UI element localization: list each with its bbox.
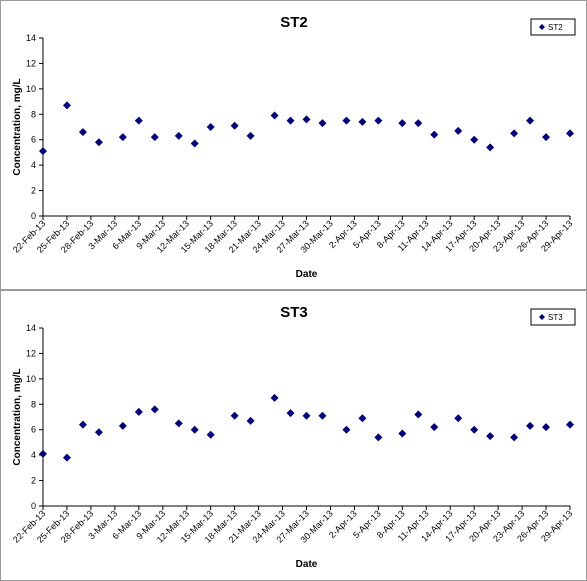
chart-0-y-tick-label: 14 bbox=[26, 33, 36, 43]
chart-1-data-point bbox=[358, 414, 367, 423]
chart-1-data-point bbox=[94, 428, 103, 437]
chart-0-legend-label: ST2 bbox=[548, 23, 563, 32]
chart-1-data-point bbox=[318, 411, 327, 420]
chart-0-data-point bbox=[206, 123, 215, 131]
chart-0-data-point bbox=[414, 119, 423, 128]
chart-1-data-point bbox=[414, 410, 423, 419]
chart-st2: ST20246810121422-Feb-1325-Feb-1328-Feb-1… bbox=[11, 14, 576, 280]
chart-0-data-point bbox=[286, 116, 295, 125]
chart-1-data-point bbox=[270, 393, 279, 402]
chart-0-legend: ST2 bbox=[530, 18, 576, 36]
chart-1-data-point bbox=[470, 425, 479, 434]
chart-0-data-point bbox=[374, 116, 383, 125]
chart-0-y-tick-label: 4 bbox=[31, 160, 36, 170]
chart-0-y-tick-label: 2 bbox=[31, 186, 36, 196]
chart-0-data-point bbox=[118, 133, 127, 142]
chart-0-y-tick-label: 6 bbox=[31, 135, 36, 145]
chart-1-data-point bbox=[134, 407, 143, 416]
chart-1-data-point bbox=[526, 421, 535, 430]
chart-1-data-point bbox=[302, 411, 311, 420]
chart-1-y-tick-label: 14 bbox=[26, 323, 36, 333]
chart-1-data-point bbox=[286, 409, 295, 418]
chart-0-data-point bbox=[470, 135, 479, 144]
chart-0-x-axis-title: Date bbox=[296, 269, 318, 280]
chart-0-data-point bbox=[134, 116, 143, 125]
chart-1-data-point bbox=[542, 423, 551, 432]
chart-1-data-point bbox=[150, 405, 159, 414]
chart-0-data-point bbox=[78, 128, 87, 137]
chart-1-data-point bbox=[190, 425, 199, 434]
chart-0-data-point bbox=[566, 129, 574, 138]
chart-1-data-point bbox=[510, 433, 519, 442]
chart-0-data-point bbox=[430, 130, 439, 139]
chart-0-data-point bbox=[230, 121, 239, 130]
chart-0-data-point bbox=[358, 117, 367, 126]
chart-0-data-point bbox=[174, 131, 183, 140]
chart-0-y-tick-label: 10 bbox=[26, 84, 36, 94]
chart-1-y-tick-label: 12 bbox=[26, 348, 36, 358]
chart-1-data-point bbox=[566, 420, 574, 429]
chart-1-data-point bbox=[230, 411, 239, 420]
chart-1-legend-box bbox=[530, 308, 576, 326]
chart-1-y-tick-label: 6 bbox=[31, 425, 36, 435]
chart-st3: ST30246810121422-Feb-1325-Feb-1328-Feb-1… bbox=[11, 304, 576, 570]
chart-0-y-tick-label: 8 bbox=[31, 109, 36, 119]
chart-0-data-point bbox=[342, 116, 351, 125]
chart-1-data-point bbox=[454, 414, 463, 423]
chart-0-data-point bbox=[39, 147, 47, 156]
chart-0-legend-marker bbox=[539, 24, 545, 30]
chart-1-y-tick-label: 8 bbox=[31, 399, 36, 409]
chart-0-data-point bbox=[62, 101, 71, 110]
chart-1-legend-marker bbox=[539, 314, 545, 320]
chart-1-data-point bbox=[78, 420, 87, 429]
chart-panel-st3: ST3 0 2 4 6 8 10 12 14 22-Feb-13 25-Feb-13 28-Feb-1… bbox=[0, 290, 587, 581]
chart-0-data-point bbox=[270, 111, 279, 120]
chart-0-data-point bbox=[150, 133, 159, 142]
chart-1-data-point bbox=[486, 432, 495, 441]
chart-1-x-axis-title: Date bbox=[296, 559, 318, 570]
chart-0-y-tick-label: 0 bbox=[31, 211, 36, 221]
chart-0-title: ST2 bbox=[280, 14, 308, 31]
chart-0-legend-box bbox=[530, 18, 576, 36]
chart-1-data-point bbox=[246, 416, 255, 425]
chart-1-data-point bbox=[342, 425, 351, 434]
chart-0-y-axis-title: Concentration, mg/L bbox=[12, 78, 23, 175]
chart-0-y-tick-label: 12 bbox=[26, 58, 36, 68]
chart-1-data-point bbox=[206, 430, 215, 439]
chart-1-y-tick-label: 2 bbox=[31, 476, 36, 486]
chart-1-data-point bbox=[374, 433, 383, 442]
chart-0-data-point bbox=[398, 119, 407, 128]
chart-0-data-point bbox=[486, 143, 495, 152]
chart-0-data-point bbox=[526, 116, 535, 125]
chart-1-data-point bbox=[39, 449, 47, 458]
chart-1-data-point bbox=[398, 429, 407, 438]
chart-0-data-point bbox=[510, 129, 519, 138]
chart-1-legend: ST3 bbox=[530, 308, 576, 326]
chart-0-data-point bbox=[246, 131, 255, 140]
chart-1-y-tick-label: 4 bbox=[31, 450, 36, 460]
chart-1-data-point bbox=[174, 419, 183, 428]
chart-1-data-point bbox=[430, 423, 439, 432]
chart-1-y-tick-label: 0 bbox=[31, 501, 36, 511]
chart-0-data-point bbox=[318, 119, 327, 128]
chart-1-data-point bbox=[62, 453, 71, 462]
chart-1-y-tick-label: 10 bbox=[26, 374, 36, 384]
chart-0-data-point bbox=[542, 133, 551, 142]
chart-panel-st2: ST2 0 2 4 6 8 10 12 14 22-Feb-13 25-Feb-13 28-Feb-1… bbox=[0, 0, 587, 290]
chart-1-title: ST3 bbox=[280, 304, 308, 321]
chart-1-y-axis-title: Concentration, mg/L bbox=[12, 368, 23, 465]
chart-0-data-point bbox=[302, 115, 311, 124]
chart-0-data-point bbox=[454, 126, 463, 135]
chart-0-data-point bbox=[190, 139, 199, 148]
chart-1-legend-label: ST3 bbox=[548, 313, 563, 322]
chart-1-data-point bbox=[118, 421, 127, 430]
chart-0-data-point bbox=[94, 138, 103, 147]
